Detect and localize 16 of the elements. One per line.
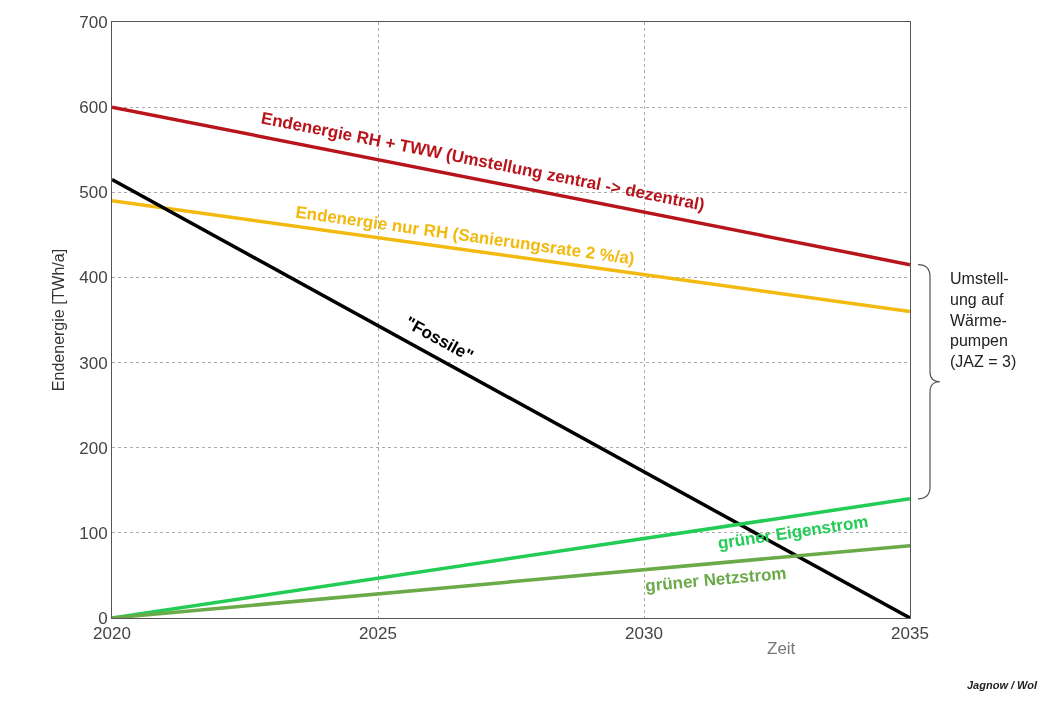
y-tick-label: 300 xyxy=(79,353,108,373)
y-tick-label: 700 xyxy=(79,12,108,32)
text: grüner Netzstrom xyxy=(644,563,788,596)
y-axis-title: Endenergie [TWh/a] xyxy=(50,248,68,392)
x-axis-title: Zeit xyxy=(767,639,796,658)
y-tick-label: 500 xyxy=(79,183,108,203)
text: grüner Eigenstrom xyxy=(716,511,870,554)
text: Jagnow / Wol xyxy=(967,679,1039,691)
text: Umstell- ung auf Wärme- pumpen (JAZ = 3) xyxy=(950,270,1017,371)
y-tick-label: 200 xyxy=(79,438,108,458)
x-tick-label: 2030 xyxy=(625,624,663,644)
y-tick-label: 400 xyxy=(79,268,108,288)
x-tick-label: 2035 xyxy=(891,624,929,644)
y-tick-label: 600 xyxy=(79,98,108,118)
y-tick-label: 100 xyxy=(79,523,108,543)
x-tick-label: 2025 xyxy=(359,624,397,644)
